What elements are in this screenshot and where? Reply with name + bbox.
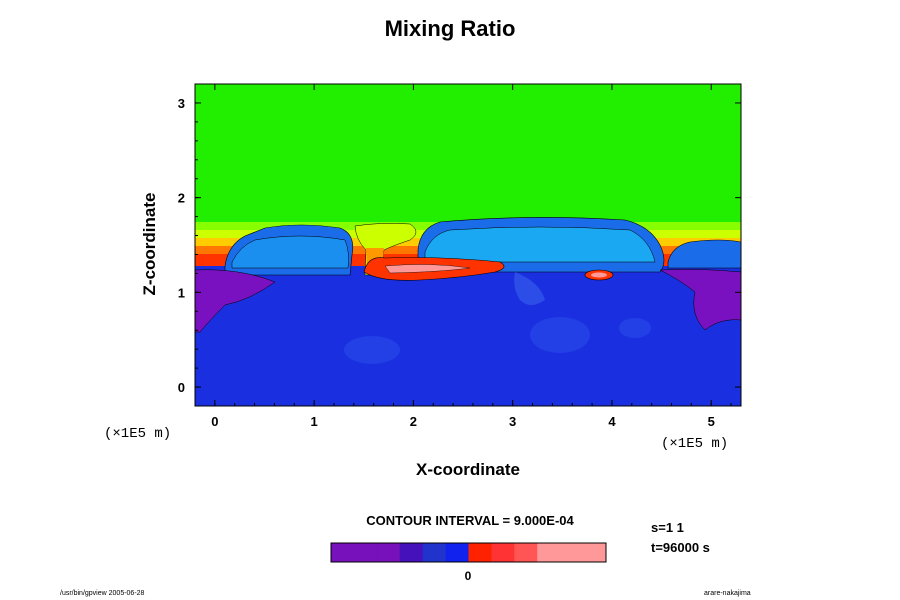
footer-left: /usr/bin/gpview 2005-06-28	[60, 590, 145, 597]
footer-right: arare-nakajima	[704, 590, 751, 597]
cloud-center-inner	[424, 226, 656, 263]
y-ticks: 0 1 2 3	[178, 96, 741, 407]
eddy-far-right	[619, 318, 651, 338]
y-tick-label: 3	[178, 96, 185, 111]
chart-title: Mixing Ratio	[384, 16, 516, 41]
colorbar-segment	[514, 543, 538, 562]
colorbar	[330, 542, 607, 563]
plume-right	[659, 269, 741, 331]
colorbar-segment	[468, 543, 492, 562]
colorbar-label: 0	[464, 569, 472, 583]
eddy-right	[530, 317, 590, 353]
x-ticks: 0 1 2 3 4 5	[194, 84, 732, 429]
region-lower	[195, 266, 741, 406]
y-axis-label: Z-coordinate	[140, 192, 159, 296]
y-tick-label: 2	[178, 191, 185, 206]
colorbar-segment	[445, 543, 469, 562]
plume-center	[514, 272, 545, 305]
colorbar-segment	[560, 543, 584, 562]
red-blob-inner	[591, 272, 607, 278]
eddy-left	[344, 336, 400, 364]
x-tick-label: 1	[311, 414, 318, 429]
x-tick-label: 5	[708, 414, 715, 429]
x-tick-label: 0	[211, 414, 218, 429]
plot-area	[195, 84, 741, 406]
region-upper	[195, 84, 741, 230]
x-tick-label: 2	[410, 414, 417, 429]
x-tick-label: 3	[509, 414, 516, 429]
colorbar-segment	[331, 543, 355, 562]
colorbar-segment	[491, 543, 515, 562]
info-s: s=1 1	[651, 520, 684, 535]
colorbar-segment	[353, 543, 378, 562]
x-unit-label: (×1E5 m)	[661, 436, 729, 452]
colorbar-segment	[422, 543, 447, 562]
colorbar-segment	[583, 543, 607, 562]
z-unit-label: (×1E5 m)	[104, 426, 172, 442]
plot-frame	[194, 83, 742, 407]
colorbar-segment	[399, 543, 424, 562]
colorbar-segment	[537, 543, 561, 562]
contour-interval: CONTOUR INTERVAL = 9.000E-04	[366, 513, 574, 528]
red-lens-inner	[384, 264, 471, 274]
colorbar-segment	[376, 543, 401, 562]
x-tick-label: 4	[608, 414, 616, 429]
colorbar-frame	[330, 542, 607, 563]
y-tick-label: 0	[178, 380, 185, 395]
info-t: t=96000 s	[651, 540, 710, 555]
y-tick-label: 1	[178, 285, 185, 300]
cloud-left-inner	[231, 235, 349, 269]
x-axis-label: X-coordinate	[416, 460, 520, 479]
plume-left	[195, 269, 276, 333]
